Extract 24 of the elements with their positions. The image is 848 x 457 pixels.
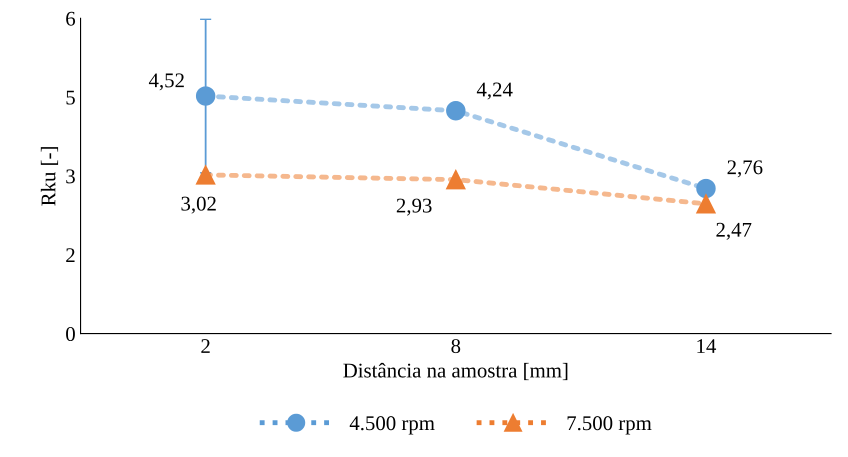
- x-axis-title: Distância na amostra [mm]: [343, 362, 568, 380]
- point: [196, 165, 216, 185]
- point: [696, 194, 716, 214]
- data-label: 2,47: [716, 222, 752, 240]
- data-label: 4,24: [476, 82, 513, 100]
- y-tick-label: 0: [66, 326, 75, 342]
- x-tick-label: 8: [451, 339, 460, 354]
- data-label: 2,76: [728, 160, 762, 178]
- data-label: 4,52: [148, 73, 184, 90]
- y-tick-label: 3: [66, 169, 75, 184]
- y-tick-label: 5: [66, 90, 75, 105]
- data-label: 2,93: [396, 198, 432, 216]
- legend-label: 4.500 rpm: [350, 416, 435, 434]
- point: [696, 178, 716, 198]
- x-tick-label: 2: [201, 339, 210, 353]
- point: [446, 170, 466, 190]
- y-tick-label: 2: [66, 248, 75, 262]
- point: [446, 101, 466, 120]
- legend-label: 7.500 rpm: [568, 416, 652, 434]
- y-axis-title: Rku [-]: [40, 147, 58, 206]
- point: [196, 86, 216, 106]
- x-tick-label: 14: [697, 339, 716, 353]
- y-tick-label: 6: [66, 12, 76, 26]
- data-label: 3,02: [181, 196, 216, 214]
